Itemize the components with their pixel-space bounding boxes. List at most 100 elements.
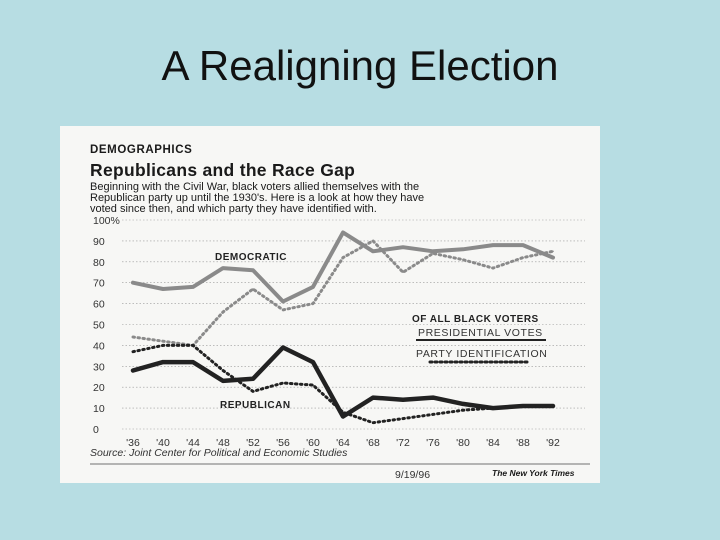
data-point (222, 369, 224, 372)
x-tick-label: '68 (366, 437, 380, 449)
data-point (432, 252, 434, 255)
series-layer (130, 230, 556, 425)
x-tick-label: '84 (486, 437, 500, 449)
intro-line-2: Republican party up until the 1930's. He… (90, 192, 424, 204)
data-point (492, 244, 494, 246)
data-point (192, 286, 194, 288)
data-point (432, 250, 434, 253)
data-point (162, 288, 164, 290)
data-point (252, 390, 254, 393)
headline: Republicans and the Race Gap (90, 160, 355, 180)
data-point (192, 361, 194, 363)
data-point (402, 417, 404, 420)
data-point (282, 382, 284, 384)
x-tick-label: '44 (186, 437, 200, 449)
data-point (132, 369, 134, 372)
y-tick-label: 0 (93, 424, 99, 436)
data-point (402, 246, 404, 248)
race-gap-chart: DEMOGRAPHICS Republicans and the Race Ga… (90, 144, 590, 481)
data-point (132, 281, 134, 284)
data-point (252, 288, 254, 290)
data-point (462, 248, 464, 251)
data-point (312, 302, 314, 305)
data-point (282, 300, 284, 303)
data-point (282, 346, 284, 349)
data-point (462, 409, 464, 411)
data-point (222, 311, 224, 313)
y-tick-label: 10 (93, 403, 105, 415)
data-point (342, 256, 344, 259)
y-tick-label: 70 (93, 278, 105, 290)
data-point (522, 256, 524, 259)
data-point (522, 244, 524, 246)
series-line-4 (131, 343, 555, 425)
data-point (492, 267, 494, 269)
data-point (222, 380, 224, 382)
legend: OF ALL BLACK VOTERS PRESIDENTIAL VOTES P… (412, 314, 547, 364)
x-tick-label: '88 (516, 437, 530, 449)
data-point (282, 309, 284, 311)
data-point (492, 407, 494, 409)
y-tick-label: 90 (93, 236, 105, 248)
x-tick-label: '60 (306, 437, 320, 449)
data-point (432, 396, 434, 399)
data-point (222, 267, 224, 269)
y-tick-label: 60 (93, 299, 105, 311)
data-point (552, 256, 554, 259)
x-tick-label: '72 (396, 437, 410, 449)
data-point (372, 240, 374, 242)
x-axis-ticks: '36 '40 '44 '48 '52 '56 '60 '64 '68 '72 '76 '80 '84 '… (126, 437, 560, 449)
date-line: 9/19/96 (395, 469, 430, 481)
source-note: Source: Joint Center for Political and E… (90, 447, 348, 459)
x-tick-label: '92 (546, 437, 560, 449)
data-point (372, 250, 374, 253)
data-point (432, 413, 434, 416)
intro-line-1: Beginning with the Civil War, black vote… (90, 181, 419, 193)
newspaper-clipping: DEMOGRAPHICS Republicans and the Race Ga… (60, 126, 600, 483)
x-tick-label: '64 (336, 437, 350, 449)
data-point (252, 269, 254, 271)
legend-dotted-label: PARTY IDENTIFICATION (416, 348, 547, 360)
x-tick-label: '76 (426, 437, 440, 449)
x-tick-label: '36 (126, 437, 140, 449)
y-tick-label: 20 (93, 382, 105, 394)
intro-line-3: voted since then, and which party they h… (90, 203, 377, 215)
data-point (252, 378, 254, 380)
data-point (372, 421, 374, 424)
x-tick-label: '80 (456, 437, 470, 449)
section-label: DEMOGRAPHICS (90, 144, 192, 156)
x-tick-label: '52 (246, 437, 260, 449)
data-point (312, 361, 314, 363)
data-point (162, 361, 164, 363)
y-tick-label: 100% (93, 215, 120, 227)
y-axis-ticks: 100% 90 80 70 60 50 40 30 20 10 0 (93, 215, 120, 436)
data-point (132, 336, 134, 338)
data-point (342, 411, 344, 414)
publisher: The New York Times (492, 468, 575, 478)
data-point (132, 350, 134, 353)
data-point (162, 340, 164, 343)
data-point (162, 344, 164, 347)
y-tick-label: 80 (93, 257, 105, 269)
slide-title: A Realigning Election (161, 42, 559, 89)
data-point (462, 258, 464, 261)
x-tick-label: '56 (276, 437, 290, 449)
data-point (342, 231, 344, 234)
data-point (462, 403, 464, 405)
data-point (372, 396, 374, 399)
plot-area (120, 220, 590, 436)
y-tick-label: 30 (93, 361, 105, 373)
data-point (552, 250, 554, 253)
data-point (402, 398, 404, 401)
data-point (522, 405, 524, 407)
data-point (192, 344, 194, 347)
data-point (312, 286, 314, 288)
y-tick-label: 50 (93, 320, 105, 332)
data-point (312, 384, 314, 386)
legend-solid-label: PRESIDENTIAL VOTES (418, 327, 543, 339)
x-tick-label: '48 (216, 437, 230, 449)
republican-label: REPUBLICAN (220, 400, 291, 411)
data-point (342, 415, 344, 418)
y-tick-label: 40 (93, 340, 105, 352)
data-point (402, 271, 404, 274)
